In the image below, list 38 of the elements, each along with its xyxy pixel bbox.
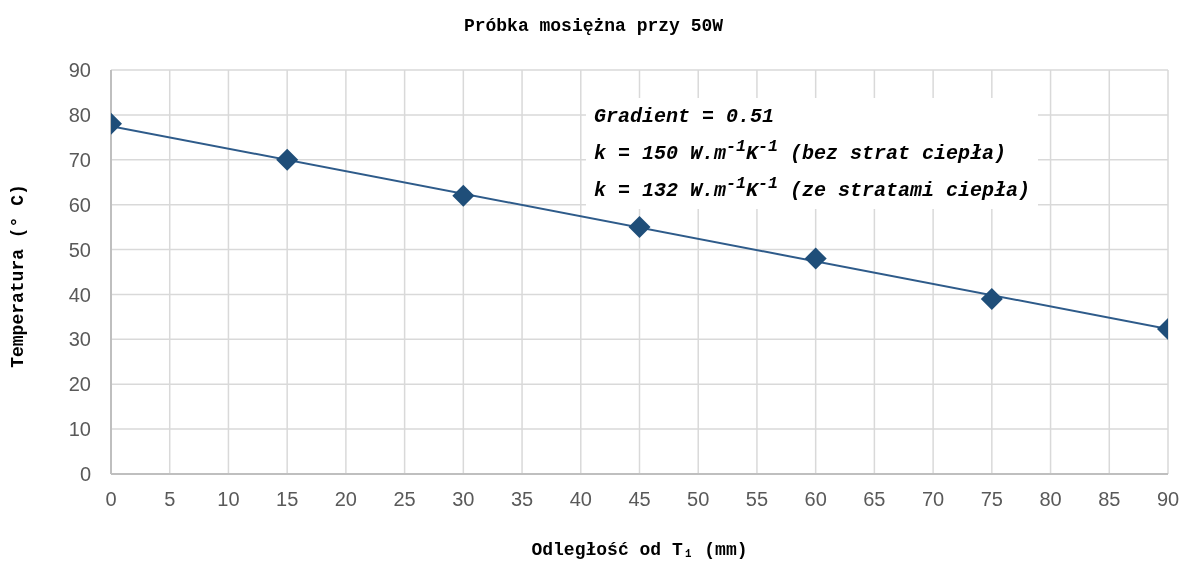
annotation: Gradient = 0.51 <box>594 104 776 130</box>
annotation: k = 150 W.m$^{-1}$K$^{-1}$ (bez strat ciepła) <box>594 136 1008 167</box>
x-tick-label: 30 <box>452 488 475 511</box>
y-tick-label: 40 <box>68 283 91 306</box>
x-tick-label: 15 <box>276 488 299 511</box>
x-tick-label: 35 <box>510 488 534 511</box>
y-tick-label: 30 <box>68 328 91 351</box>
y-tick-label: 20 <box>68 373 91 396</box>
x-tick-label: 25 <box>393 488 416 511</box>
x-tick-label: 5 <box>164 488 176 511</box>
x-tick-label: 60 <box>804 488 827 511</box>
x-axis-title: Odległość od T₁ (mm) <box>530 540 749 560</box>
x-tick-label: 40 <box>569 488 592 511</box>
y-tick-label: 70 <box>68 148 91 171</box>
y-tick-label: 60 <box>68 193 91 216</box>
chart-title: Próbka mosiężna przy 50W <box>462 16 725 36</box>
x-tick-label: 75 <box>980 488 1003 511</box>
y-tick-label: 10 <box>68 418 91 441</box>
x-tick-label: 10 <box>217 488 240 511</box>
y-tick-label: 80 <box>68 103 91 126</box>
y-tick-label: 50 <box>68 238 91 261</box>
x-tick-label: 0 <box>105 488 117 511</box>
x-tick-label: 20 <box>334 488 358 511</box>
x-tick-label: 50 <box>687 488 710 511</box>
x-tick-label: 85 <box>1098 488 1121 511</box>
x-tick-label: 45 <box>628 488 651 511</box>
point <box>628 216 651 239</box>
y-axis-title: Temperatura (° C) <box>8 183 28 370</box>
x-tick-label: 55 <box>745 488 769 511</box>
annotation: k = 132 W.m$^{-1}$K$^{-1}$ (ze stratami ciepła) <box>594 172 1031 204</box>
x-tick-label: 65 <box>863 488 886 511</box>
y-tick-label: 0 <box>79 463 91 486</box>
point <box>804 247 827 270</box>
y-tick-label: 90 <box>68 59 91 82</box>
x-tick-label: 80 <box>1039 488 1062 511</box>
x-tick-label: 70 <box>921 488 945 511</box>
point <box>452 184 475 207</box>
x-tick-label: 90 <box>1156 488 1180 511</box>
